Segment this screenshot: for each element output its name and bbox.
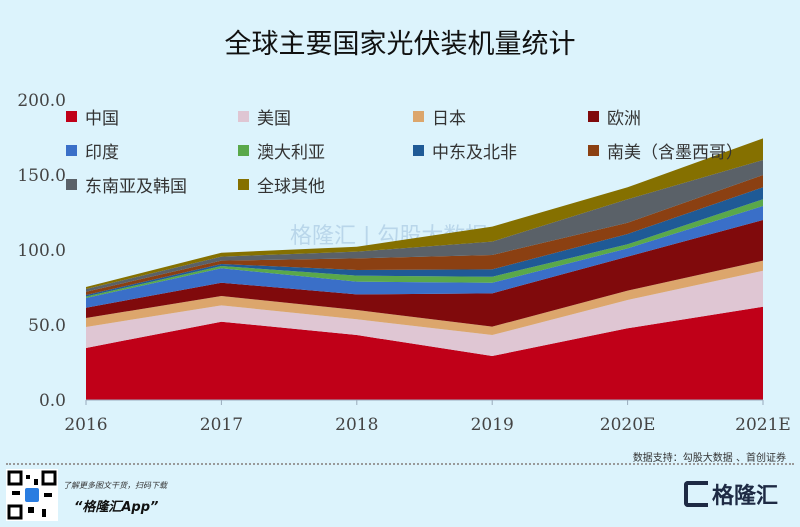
area-series-3 bbox=[86, 220, 763, 327]
brand-logo: 格隆汇 bbox=[683, 478, 778, 510]
qr-code bbox=[6, 469, 58, 521]
y-tick-label: 50.0 bbox=[28, 316, 66, 336]
logo-g-icon bbox=[683, 481, 708, 507]
y-tick-label: 100.0 bbox=[17, 241, 66, 261]
legend-label: 欧洲 bbox=[607, 109, 641, 129]
legend-label: 中东及北非 bbox=[432, 143, 517, 163]
x-tick-label: 2016 bbox=[64, 415, 107, 435]
legend-swatch bbox=[413, 145, 424, 156]
footer-divider bbox=[6, 463, 794, 465]
qr-code-icon bbox=[7, 470, 57, 520]
legend-item: 全球其他 bbox=[238, 172, 325, 197]
area-series-1 bbox=[86, 270, 763, 357]
legend-item: 南美（含墨西哥） bbox=[588, 138, 743, 163]
legend-label: 东南亚及韩国 bbox=[85, 177, 187, 197]
x-tick-label: 2021E bbox=[735, 415, 791, 435]
data-source: 数据支持：勾股大数据 、首创证券 bbox=[632, 453, 786, 464]
legend-swatch bbox=[66, 111, 77, 122]
chart-title: 全球主要国家光伏装机量统计 bbox=[224, 29, 576, 60]
legend-item: 美国 bbox=[238, 104, 291, 129]
legend-item: 澳大利亚 bbox=[238, 138, 325, 163]
legend-swatch bbox=[588, 111, 599, 122]
promo-text: 了解更多图文干货，扫码下载 bbox=[63, 481, 167, 490]
legend-swatch bbox=[238, 179, 249, 190]
area-series-6 bbox=[86, 187, 763, 297]
legend-item: 中国 bbox=[66, 104, 119, 129]
area-series-0 bbox=[86, 306, 763, 400]
legend-label: 印度 bbox=[85, 143, 119, 163]
legend-item: 日本 bbox=[413, 104, 466, 129]
promo-app-name: “格隆汇App” bbox=[74, 500, 159, 515]
legend-item: 印度 bbox=[66, 138, 119, 163]
y-tick-label: 0.0 bbox=[39, 391, 66, 411]
legend-swatch bbox=[66, 145, 77, 156]
legend-swatch bbox=[238, 111, 249, 122]
legend-swatch bbox=[66, 179, 77, 190]
area-series-9 bbox=[86, 138, 763, 289]
y-tick-label: 200.0 bbox=[17, 91, 66, 111]
x-tick-label: 2020E bbox=[600, 415, 656, 435]
area-series-2 bbox=[86, 260, 763, 336]
legend-swatch bbox=[238, 145, 249, 156]
x-tick-label: 2019 bbox=[471, 415, 514, 435]
legend-label: 全球其他 bbox=[257, 177, 325, 197]
x-tick-label: 2018 bbox=[335, 415, 378, 435]
legend-item: 欧洲 bbox=[588, 104, 641, 129]
legend-swatch bbox=[588, 145, 599, 156]
legend-label: 美国 bbox=[257, 109, 291, 129]
legend-label: 澳大利亚 bbox=[257, 143, 325, 163]
legend-label: 日本 bbox=[432, 109, 466, 129]
y-tick-label: 150.0 bbox=[17, 166, 66, 186]
x-tick-label: 2017 bbox=[200, 415, 243, 435]
area-series-4 bbox=[86, 206, 763, 308]
legend-label: 中国 bbox=[85, 109, 119, 129]
logo-text: 格隆汇 bbox=[711, 484, 778, 509]
area-series-5 bbox=[86, 199, 763, 298]
area-series-8 bbox=[86, 160, 763, 292]
legend-item: 东南亚及韩国 bbox=[66, 172, 187, 197]
legend-item: 中东及北非 bbox=[413, 138, 517, 163]
area-series-7 bbox=[86, 175, 763, 295]
legend-swatch bbox=[413, 111, 424, 122]
legend-label: 南美（含墨西哥） bbox=[607, 143, 743, 163]
